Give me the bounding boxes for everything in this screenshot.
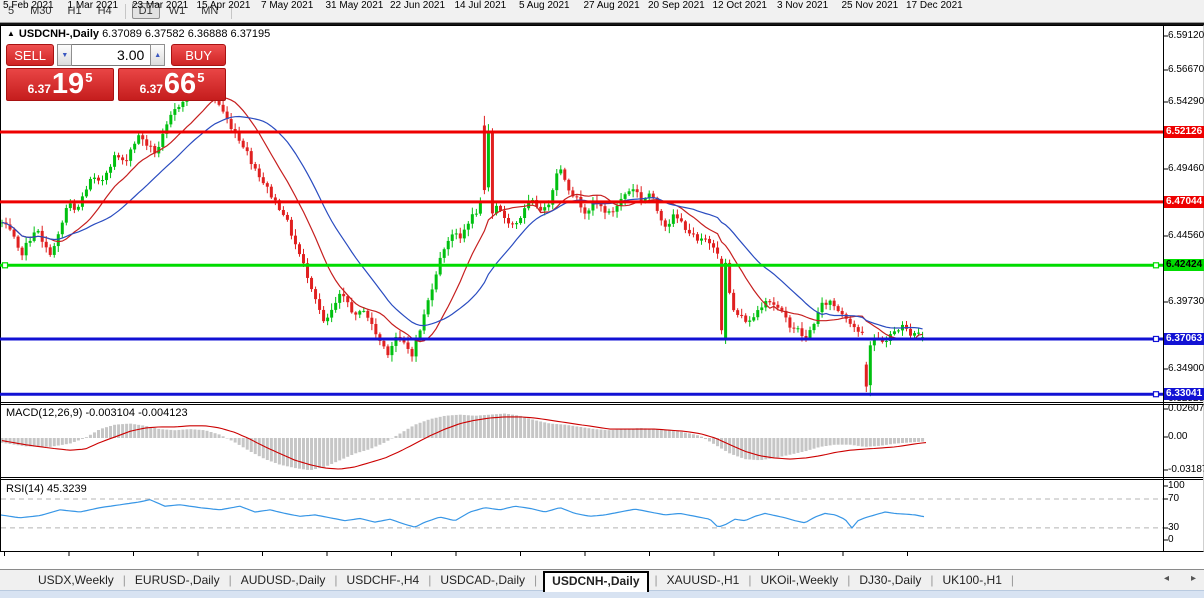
date-axis-label: 22 Jun 2021 <box>390 0 446 11</box>
chart-tab-audusd-daily[interactable]: AUDUSD-,Daily <box>240 573 326 587</box>
timeframe-button-d1[interactable]: D1 <box>131 3 160 19</box>
chart-tab-usdchf-h4[interactable]: USDCHF-,H4 <box>346 573 420 587</box>
date-axis-label: 25 Nov 2021 <box>841 0 899 11</box>
chart-tab-dj30-daily[interactable]: DJ30-,Daily <box>859 573 922 587</box>
buy-price-big: 66 <box>163 68 197 100</box>
date-axis-label: 5 Aug 2021 <box>519 0 570 11</box>
sell-price-display[interactable]: 6.37 19 5 <box>6 68 114 101</box>
price-line-label: 6.52126 <box>1164 126 1204 138</box>
tab-separator: | <box>228 573 232 587</box>
date-axis-label: 14 Jul 2021 <box>454 0 507 11</box>
date-axis-label: 20 Sep 2021 <box>648 0 705 11</box>
date-axis-label: 23 Mar 2021 <box>132 0 189 11</box>
tab-scroll-left-icon[interactable]: ◂ <box>1163 573 1169 584</box>
timeframe-button-h4[interactable]: H4 <box>97 5 112 17</box>
price-axis-tick: 6.44560 <box>1168 230 1204 241</box>
sell-price-prefix: 6.37 <box>27 82 51 96</box>
symbol-title: USDCNH-,Daily <box>18 28 99 40</box>
price-line-label: 6.33041 <box>1164 388 1204 401</box>
chart-tab-usdcnh-daily[interactable]: USDCNH-,Daily <box>543 570 649 592</box>
price-line-label: 6.47044 <box>1164 195 1204 208</box>
volume-increase-button[interactable]: ▲ <box>150 44 166 66</box>
timeframe-button-mn[interactable]: MN <box>201 5 219 17</box>
chart-tab-xauusd-h1[interactable]: XAUUSD-,H1 <box>666 573 740 587</box>
tab-separator: | <box>654 573 658 587</box>
price-axis-tick: 6.54290 <box>1168 96 1204 107</box>
toolbar-separator <box>124 3 126 19</box>
buy-price-prefix: 6.37 <box>139 82 163 96</box>
price-axis-tick: 6.34900 <box>1168 363 1204 374</box>
macd-axis-tick: 0.00 <box>1168 431 1188 442</box>
chart-tab-bar: USDX,Weekly | EURUSD-,Daily | AUDUSD-,Daily |… <box>0 569 1204 592</box>
tab-separator: | <box>748 573 752 587</box>
tab-separator: | <box>428 573 432 587</box>
date-axis-label: 17 Dec 2021 <box>906 0 963 11</box>
ohlc-values: 6.37089 6.37582 6.36888 6.37195 <box>102 28 271 40</box>
timeframe-button-w1[interactable]: W1 <box>168 5 186 17</box>
buy-price-display[interactable]: 6.37 66 5 <box>118 68 226 101</box>
rsi-indicator-label: RSI(14) 45.3239 <box>6 483 87 495</box>
volume-decrease-button[interactable]: ▼ <box>57 44 73 66</box>
window-divider <box>0 23 1204 25</box>
date-axis-label: 5 Feb 2021 <box>3 0 54 11</box>
price-axis-tick: 6.39730 <box>1168 296 1204 307</box>
macd-axis-tick: -0.03187 <box>1168 464 1204 475</box>
rsi-axis-tick: 100 <box>1168 480 1185 491</box>
buy-button[interactable]: BUY <box>171 44 227 66</box>
rsi-axis-tick: 30 <box>1168 522 1180 533</box>
date-axis-label: 27 Aug 2021 <box>583 0 640 11</box>
sell-price-sup: 5 <box>85 70 93 85</box>
buy-price-sup: 5 <box>197 70 205 85</box>
price-axis-tick: 6.56670 <box>1168 64 1204 75</box>
chart-title: ▲ USDCNH-,Daily 6.37089 6.37582 6.36888 6… <box>7 28 270 40</box>
macd-indicator-label: MACD(12,26,9) -0.003104 -0.004123 <box>6 407 188 419</box>
date-axis-label: 12 Oct 2021 <box>712 0 767 11</box>
chart-tab-usdx-weekly[interactable]: USDX,Weekly <box>38 573 114 587</box>
timeframe-button-h1[interactable]: H1 <box>67 5 82 17</box>
collapse-panel-icon[interactable]: ▲ <box>7 29 15 38</box>
rsi-axis-tick: 70 <box>1168 493 1180 504</box>
date-axis-label: 7 May 2021 <box>261 0 314 11</box>
price-line-label: 6.42424 <box>1164 259 1204 272</box>
tab-scroll-nav: ◂ ▸ <box>1164 573 1196 584</box>
timeframe-button-m30[interactable]: M30 <box>30 5 52 17</box>
toolbar-separator <box>231 3 233 19</box>
chart-tab-eurusd-daily[interactable]: EURUSD-,Daily <box>134 573 220 587</box>
volume-input[interactable] <box>72 44 151 66</box>
date-axis-label: 15 Apr 2021 <box>196 0 251 11</box>
date-axis-label: 31 May 2021 <box>325 0 384 11</box>
sell-button[interactable]: SELL <box>6 44 55 66</box>
date-axis-label: 3 Nov 2021 <box>777 0 829 11</box>
tab-separator: | <box>534 573 538 587</box>
chart-tab-ukoil-weekly[interactable]: UKOil-,Weekly <box>760 573 839 587</box>
tab-scroll-right-icon[interactable]: ▸ <box>1190 573 1196 584</box>
price-axis-tick: 6.49460 <box>1168 163 1204 174</box>
timeframe-toolbar: 5 M30 H1 H4 D1 W1 MN <box>0 0 1204 23</box>
chart-tab-usdcad-daily[interactable]: USDCAD-,Daily <box>440 573 526 587</box>
tab-separator: | <box>122 573 126 587</box>
price-axis-tick: 6.59120 <box>1168 30 1204 41</box>
price-line-label: 6.37063 <box>1164 332 1204 345</box>
timeframe-button-5[interactable]: 5 <box>8 5 15 17</box>
rsi-axis-tick: 0 <box>1168 534 1174 545</box>
macd-axis-tick: 0.02607 <box>1168 403 1204 414</box>
one-click-trade-panel: SELL ▼ ▲ BUY 6.37 19 5 6.37 66 5 <box>6 44 227 101</box>
tab-separator: | <box>847 573 851 587</box>
tab-separator: | <box>334 573 338 587</box>
date-axis-label: 1 Mar 2021 <box>67 0 119 11</box>
tab-separator: | <box>1010 573 1015 587</box>
tab-separator: | <box>930 573 934 587</box>
chart-tab-uk100-h1[interactable]: UK100-,H1 <box>942 573 1002 587</box>
sell-price-big: 19 <box>51 68 85 100</box>
